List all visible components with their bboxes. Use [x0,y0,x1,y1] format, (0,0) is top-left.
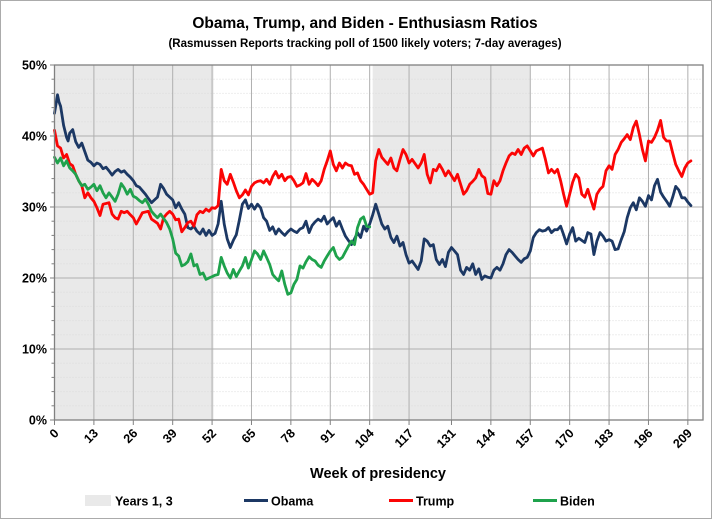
biden-line [53,155,372,296]
chart-title: Obama, Trump, and Biden - Enthusiasm Rat… [192,15,537,32]
x-tick-label: 26 [121,426,141,446]
legend-item: Biden [533,495,595,509]
year-band [54,65,214,420]
x-tick-label: 104 [352,426,377,451]
y-tick-label: 40% [22,130,47,144]
obama-line [53,93,693,281]
plot-border [53,64,704,421]
legend-item: Years 1, 3 [85,495,173,509]
y-tick-label: 0% [29,414,47,428]
x-tick-label: 91 [318,426,338,446]
x-tick-label: 131 [434,426,459,451]
x-tick-label: 157 [513,426,538,451]
x-tick-label: 183 [592,426,617,451]
chart-subtitle: (Rasmussen Reports tracking poll of 1500… [168,38,561,50]
legend-item: Obama [244,495,314,509]
years-band-swatch [85,495,111,506]
x-tick-label: 0 [47,426,62,441]
legend-label: Trump [416,495,455,509]
legend-label: Years 1, 3 [115,495,173,509]
x-tick-label: 144 [473,426,498,451]
legend-label: Biden [560,495,595,509]
legend-item: Trump [389,495,455,509]
x-tick-label: 52 [199,426,219,446]
x-tick-label: 39 [160,426,180,446]
y-tick-label: 10% [22,343,47,357]
y-tick-label: 20% [22,272,47,286]
x-tick-label: 209 [670,426,695,451]
trump-line [53,119,693,234]
x-tick-label: 65 [239,426,259,446]
legend-label: Obama [271,495,314,509]
y-tick-label: 50% [22,59,47,73]
plot-layer [53,65,703,420]
x-tick-label: 13 [81,426,101,446]
x-tick-label: 117 [392,426,416,450]
legend: Years 1, 3 Obama Trump Biden [85,495,595,509]
y-tick-label: 30% [22,201,47,215]
x-tick-label: 170 [552,426,577,451]
x-tick-label: 78 [278,426,298,446]
x-axis-title: Week of presidency [310,466,446,482]
x-tick-label: 196 [631,426,656,451]
